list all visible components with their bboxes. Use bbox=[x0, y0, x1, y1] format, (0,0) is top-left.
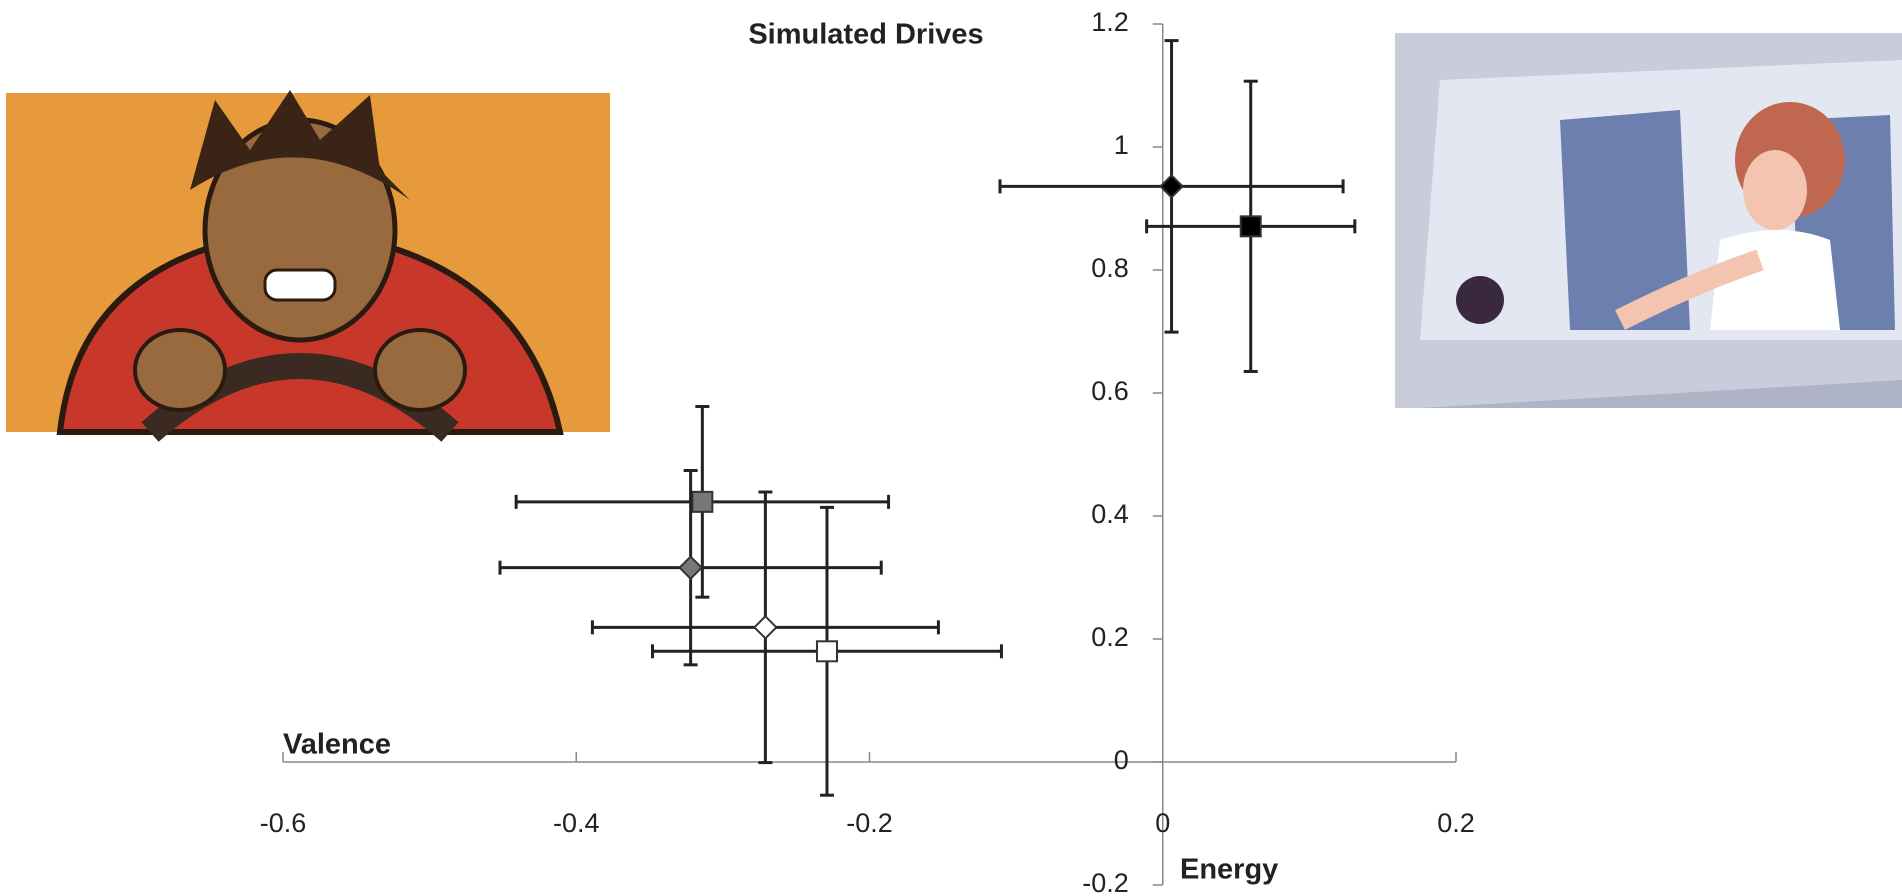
y-tick-label: 1.2 bbox=[1091, 7, 1129, 37]
y-tick-label: 0 bbox=[1114, 745, 1129, 775]
x-tick-label: 0.2 bbox=[1437, 808, 1475, 838]
x-tick-label: -0.4 bbox=[553, 808, 600, 838]
y-tick-label: -0.2 bbox=[1082, 868, 1129, 896]
y-tick-label: 0.8 bbox=[1091, 253, 1129, 283]
y-tick-label: 0.6 bbox=[1091, 376, 1129, 406]
point bbox=[691, 490, 714, 513]
x-tick-label: 0 bbox=[1155, 808, 1170, 838]
point bbox=[1159, 173, 1184, 199]
point bbox=[815, 640, 838, 663]
y-axis-label: Energy bbox=[1180, 854, 1278, 886]
point bbox=[678, 555, 704, 581]
angry-driver-illustration bbox=[6, 90, 610, 442]
x-axis-label: Valence bbox=[283, 729, 391, 761]
y-tick-label: 0.2 bbox=[1091, 622, 1129, 652]
y-tick-label: 0.4 bbox=[1091, 499, 1129, 529]
point bbox=[752, 614, 778, 640]
chart-title: Simulated Drives bbox=[748, 19, 983, 51]
happy-driver-illustration bbox=[1395, 33, 1902, 408]
point bbox=[1239, 215, 1262, 238]
x-tick-label: -0.2 bbox=[846, 808, 893, 838]
y-tick-label: 1 bbox=[1114, 130, 1129, 160]
x-tick-label: -0.6 bbox=[260, 808, 307, 838]
